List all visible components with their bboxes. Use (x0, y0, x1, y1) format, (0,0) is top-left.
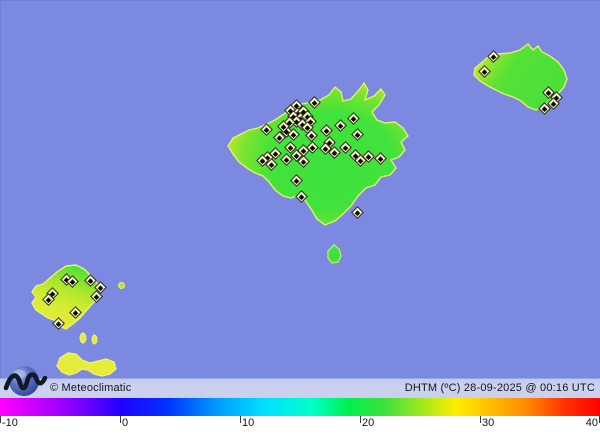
scale-tick-10 (240, 416, 241, 423)
scale-tick-30 (480, 416, 481, 423)
island-cabrera (325, 243, 345, 267)
scale-footer-spacer (0, 430, 600, 435)
scale-tick-label-40: 40 (585, 417, 598, 429)
copyright-credit: © Meteoclimatic (50, 382, 132, 394)
scale-tick-label-10: 10 (242, 417, 255, 429)
meteoclimatic-logo[interactable] (2, 360, 48, 399)
temperature-map-canvas[interactable] (0, 0, 600, 378)
island-menorca (466, 36, 576, 118)
island-mallorca (225, 78, 415, 233)
scale-tick--10 (0, 416, 1, 423)
info-bar: © Meteoclimatic DHTM (ºC) 28-09-2025 @ 0… (0, 366, 600, 398)
scale-tick-label-0: 0 (122, 417, 129, 429)
scale-tick-label--10: -10 (2, 417, 18, 429)
parameter-readout: DHTM (ºC) 28-09-2025 @ 00:16 UTC (404, 382, 595, 394)
island-islet-tagomago (117, 281, 126, 290)
scale-tick-20 (360, 416, 361, 423)
island-formentera (52, 349, 122, 378)
scale-tick-label-30: 30 (482, 417, 495, 429)
scale-tick-label-20: 20 (362, 417, 375, 429)
color-scale-bar (0, 398, 600, 416)
color-scale-gradient (0, 398, 600, 416)
island-ibiza (26, 262, 126, 342)
scale-tick-0 (120, 416, 121, 423)
island-islet-small (90, 334, 99, 345)
island-islet-espalmador (78, 332, 88, 344)
